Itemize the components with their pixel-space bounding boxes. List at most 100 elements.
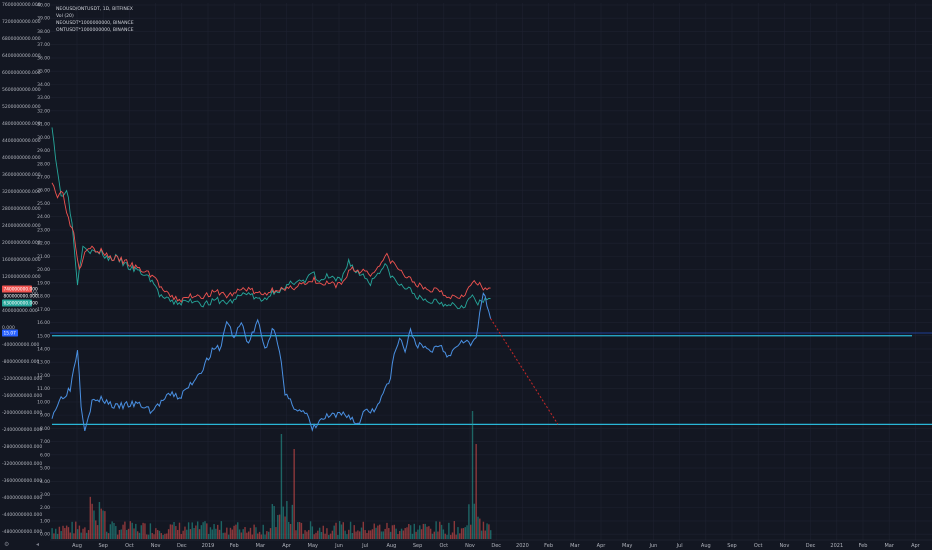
volume-bar [209,527,212,539]
volume-bar [56,533,59,539]
volume-bar [277,515,279,539]
volume-bar [257,533,259,539]
volume-bar [355,531,357,539]
settings-gear-icon[interactable]: ⚙ [4,541,9,548]
volume-bar [329,533,332,539]
price-tick-label: 6.00 [40,452,50,458]
time-tick-label: Dec [177,543,187,549]
volume-bar [258,531,261,539]
volume-bar [260,534,263,539]
scroll-left-icon[interactable]: ◂ [36,541,39,548]
volume-bar [413,523,415,539]
time-tick-label: Feb [544,543,553,549]
volume-bar [187,522,190,539]
time-tick-label: Oct [754,543,763,549]
volume-bar [182,530,184,539]
value-tick-label: 3200000000.000 [2,189,41,195]
volume-bar [351,532,354,539]
price-tick-label: 38.00 [37,29,50,35]
volume-bar [246,532,248,539]
volume-bar [138,532,141,539]
volume-bar [136,531,139,539]
value-tick-label: -800000000.000 [2,359,40,365]
volume-bar [375,527,377,539]
volume-bar [186,529,188,539]
volume-bar [490,530,492,539]
volume-bar [251,534,253,539]
volume-bar [264,534,266,539]
volume-bar [382,531,385,539]
volume-bar [76,529,79,539]
volume-bar [189,529,192,539]
volume-bar [55,528,57,539]
volume-bar [197,521,199,539]
volume-bar [318,527,321,539]
volume-bar [147,534,150,539]
time-tick-label: 2020 [516,543,529,549]
value-tick-label: 7200000000.000 [2,19,41,25]
price-tick-label: 13.00 [37,360,50,366]
volume-bar [473,503,476,539]
volume-bar [397,534,399,539]
time-tick-label: Mar [256,543,266,549]
price-tick-label: 36.00 [37,55,50,61]
volume-bar [480,530,483,539]
value-tick-label: -4400000000.000 [2,512,42,518]
price-tick-label: 37.00 [37,42,50,48]
volume-bar [386,522,388,539]
legend-line-volume[interactable]: Vol (20) [56,13,74,19]
legend-line-neo[interactable]: NEOUSDT*1000000000, BINANCE [56,20,134,26]
time-tick-label: Sep [727,543,736,549]
volume-bar [322,525,324,539]
volume-bar [437,531,439,539]
price-tick-label: 30.00 [37,135,50,141]
time-axis-bg [50,540,932,550]
time-tick-label: Mar [570,543,580,549]
time-tick-label: Apr [282,543,292,549]
volume-bar [408,523,410,539]
volume-bar [113,522,115,539]
volume-bar [93,510,95,539]
volume-bar [486,523,488,539]
volume-bar [389,531,392,539]
volume-bar [420,529,423,539]
value-tick-label: 6000000000.000 [2,70,41,76]
value-tick-label: 5600000000.000 [2,87,41,93]
price-tick-label: 20.00 [37,267,50,273]
volume-bar [213,524,215,539]
value-tick-label: 4000000000.000 [2,155,41,161]
volume-bar [73,533,75,539]
time-tick-label: Jun [648,543,657,549]
horizontal-lines[interactable] [50,332,932,425]
time-tick-label: Jul [361,543,368,549]
time-tick-label: Dec [806,543,816,549]
volume-bar [429,528,432,539]
volume-bar [227,534,230,539]
volume-bar [349,521,352,539]
value-tick-label: 2000000000.000 [2,240,41,246]
volume-bar [176,529,179,539]
legend-line-main[interactable]: NEOUSD/ONTUSDT, 1D, BITFINEX [56,6,133,12]
volume-bar [149,523,152,539]
volume-bar [388,528,390,539]
volume-bar [140,525,142,539]
time-tick-label: Nov [465,543,475,549]
volume-bar [291,504,294,539]
volume-bar [326,528,328,539]
time-tick-label: Jul [676,543,683,549]
price-tick-label: 3.00 [40,492,50,498]
volume-bar [448,522,450,539]
price-tick-label: 18.00 [37,294,50,300]
price-tick-label: 1.00 [40,518,50,524]
volume-bar [80,532,82,539]
volume-bar [175,526,177,539]
legend-line-ont[interactable]: ONTUSDT*1000000000, BINANCE [56,27,134,33]
volume-bar [273,505,275,539]
value-tick-label: -400000000.000 [2,342,40,348]
price-tick-label: 17.00 [37,307,50,313]
volume-bar [366,532,368,539]
volume-bar [207,533,210,539]
value-tick-label: 4800000000.000 [2,121,41,127]
